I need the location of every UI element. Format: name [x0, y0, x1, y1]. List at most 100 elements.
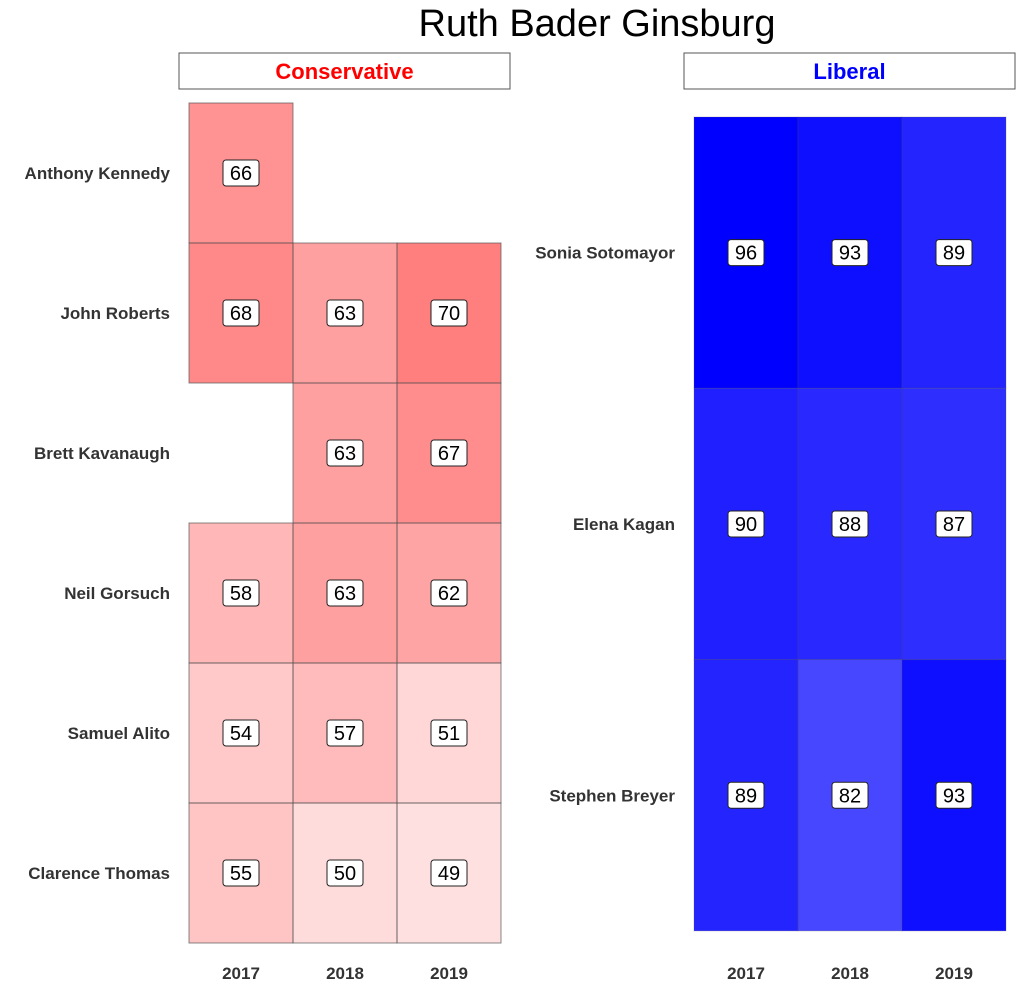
value-label: 82 — [839, 785, 861, 807]
value-label: 54 — [230, 723, 252, 745]
value-label-box — [727, 510, 765, 538]
row-label-john-roberts: John Roberts — [60, 304, 170, 323]
row-label-sonia-sotomayor: Sonia Sotomayor — [535, 244, 675, 263]
value-label-box — [326, 579, 364, 607]
value-label-box — [430, 439, 468, 467]
row-label-stephen-breyer: Stephen Breyer — [549, 786, 675, 805]
value-label-box — [831, 510, 869, 538]
value-label-box — [430, 719, 468, 747]
cell-stephen-breyer-2017: 89 — [693, 659, 799, 932]
value-label-box — [935, 510, 973, 538]
row-label-elena-kagan: Elena Kagan — [573, 515, 675, 534]
chart-title: Ruth Bader Ginsburg — [419, 3, 776, 45]
value-label: 90 — [735, 514, 757, 536]
panel-conservative-row-labels: Anthony Kennedy John Roberts Brett Kavanau… — [25, 164, 171, 883]
value-label-box — [326, 439, 364, 467]
value-label-box — [326, 719, 364, 747]
value-label-box — [935, 781, 973, 809]
col-label-2017: 2017 — [222, 964, 260, 983]
cell-anthony-kennedy-2017: 66 — [188, 102, 294, 244]
cell-sonia-sotomayor-2018: 93 — [797, 116, 903, 389]
value-label-box — [222, 299, 260, 327]
value-label-box — [326, 299, 364, 327]
value-label: 89 — [735, 785, 757, 807]
panel-conservative: Conservative 66 68 63 70 63 67 58 63 62 54 57 51 55 5… — [25, 52, 511, 983]
cell-john-roberts-2018: 63 — [292, 242, 398, 384]
value-label: 88 — [839, 514, 861, 536]
row-label-samuel-alito: Samuel Alito — [68, 724, 170, 743]
col-label-2018: 2018 — [326, 964, 364, 983]
strip-label-conservative: Conservative — [275, 59, 413, 84]
col-label-2017: 2017 — [727, 964, 765, 983]
row-label-anthony-kennedy: Anthony Kennedy — [25, 164, 171, 183]
col-label-2018: 2018 — [831, 964, 869, 983]
value-label-box — [222, 579, 260, 607]
value-label: 55 — [230, 863, 252, 885]
cell-neil-gorsuch-2018: 63 — [292, 522, 398, 664]
panel-conservative-cells: 66 68 63 70 63 67 58 63 62 54 57 51 55 50 49 — [188, 102, 502, 944]
strip-conservative — [178, 52, 511, 90]
cell-john-roberts-2017: 68 — [188, 242, 294, 384]
value-label-box — [430, 579, 468, 607]
value-label: 51 — [438, 723, 460, 745]
cell-clarence-thomas-2017: 55 — [188, 802, 294, 944]
value-label: 63 — [334, 303, 356, 325]
row-label-neil-gorsuch: Neil Gorsuch — [64, 584, 170, 603]
cell-clarence-thomas-2018: 50 — [292, 802, 398, 944]
value-label: 62 — [438, 583, 460, 605]
row-label-brett-kavanaugh: Brett Kavanaugh — [34, 444, 170, 463]
cell-clarence-thomas-2019: 49 — [396, 802, 502, 944]
value-label-box — [222, 859, 260, 887]
value-label: 63 — [334, 443, 356, 465]
value-label: 67 — [438, 443, 460, 465]
value-label: 93 — [839, 243, 861, 265]
cell-elena-kagan-2018: 88 — [797, 387, 903, 661]
value-label: 93 — [943, 785, 965, 807]
cell-sonia-sotomayor-2019: 89 — [901, 116, 1007, 389]
cell-neil-gorsuch-2019: 62 — [396, 522, 502, 664]
cell-john-roberts-2019: 70 — [396, 242, 502, 384]
row-label-clarence-thomas: Clarence Thomas — [28, 864, 170, 883]
strip-label-liberal: Liberal — [813, 59, 885, 84]
panel-liberal-col-labels: 2017 2018 2019 — [727, 964, 973, 983]
cell-stephen-breyer-2018: 82 — [797, 659, 903, 932]
value-label: 70 — [438, 303, 460, 325]
cell-elena-kagan-2017: 90 — [693, 387, 799, 661]
panel-liberal: Liberal 96 93 89 90 88 87 89 82 93 Sonia Sotomay… — [535, 52, 1016, 983]
value-label-box — [935, 239, 973, 267]
col-label-2019: 2019 — [430, 964, 468, 983]
col-label-2019: 2019 — [935, 964, 973, 983]
value-label: 58 — [230, 583, 252, 605]
value-label-box — [430, 299, 468, 327]
panel-liberal-row-labels: Sonia Sotomayor Elena Kagan Stephen Breyer — [535, 244, 675, 806]
panel-conservative-col-labels: 2017 2018 2019 — [222, 964, 468, 983]
cell-sonia-sotomayor-2017: 96 — [693, 116, 799, 389]
value-label-box — [222, 159, 260, 187]
cell-samuel-alito-2019: 51 — [396, 662, 502, 804]
cell-samuel-alito-2018: 57 — [292, 662, 398, 804]
cell-neil-gorsuch-2017: 58 — [188, 522, 294, 664]
cell-elena-kagan-2019: 87 — [901, 387, 1007, 661]
value-label: 66 — [230, 163, 252, 185]
value-label: 49 — [438, 863, 460, 885]
value-label: 68 — [230, 303, 252, 325]
value-label-box — [831, 239, 869, 267]
strip-liberal — [683, 52, 1016, 90]
value-label: 57 — [334, 723, 356, 745]
value-label: 89 — [943, 243, 965, 265]
cell-samuel-alito-2017: 54 — [188, 662, 294, 804]
panel-liberal-cells: 96 93 89 90 88 87 89 82 93 — [693, 116, 1007, 932]
value-label: 96 — [735, 243, 757, 265]
value-label: 87 — [943, 514, 965, 536]
value-label-box — [430, 859, 468, 887]
cell-brett-kavanaugh-2019: 67 — [396, 382, 502, 524]
value-label-box — [727, 239, 765, 267]
value-label-box — [326, 859, 364, 887]
value-label: 50 — [334, 863, 356, 885]
value-label-box — [831, 781, 869, 809]
cell-brett-kavanaugh-2018: 63 — [292, 382, 398, 524]
value-label: 63 — [334, 583, 356, 605]
value-label-box — [727, 781, 765, 809]
value-label-box — [222, 719, 260, 747]
